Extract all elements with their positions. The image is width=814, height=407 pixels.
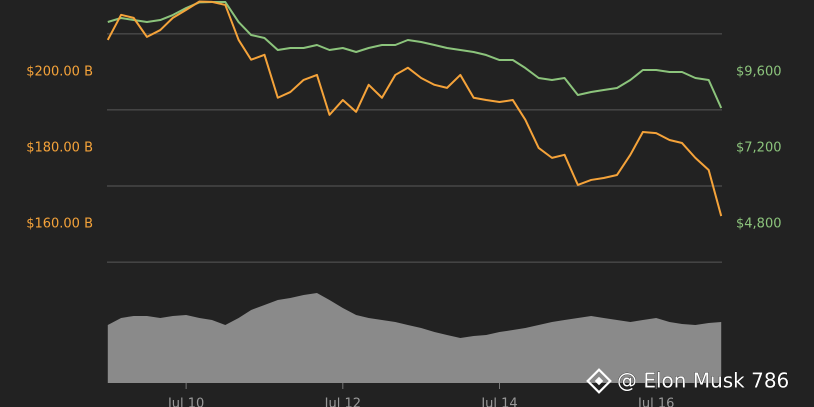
y-tick-label: $180.00 B xyxy=(26,140,93,155)
y-tick-label: $160.00 B xyxy=(26,217,93,232)
x-tick-label: Jul 12 xyxy=(324,397,361,407)
y2-tick-label: $9,600 xyxy=(736,65,782,80)
x-tick-label: Jul 14 xyxy=(480,397,517,407)
volume-area xyxy=(107,293,722,383)
y2-tick-label: $7,200 xyxy=(736,141,782,156)
y-tick-label: $200.00 B xyxy=(26,64,93,79)
watermark-text: @ Elon Musk 786 xyxy=(617,369,789,393)
y2-tick-label: $4,800 xyxy=(736,217,782,232)
x-tick-label: Jul 10 xyxy=(167,397,204,407)
x-tick-label: Jul 16 xyxy=(637,397,674,407)
watermark: @ Elon Musk 786 xyxy=(586,368,790,394)
line-series xyxy=(106,0,723,217)
